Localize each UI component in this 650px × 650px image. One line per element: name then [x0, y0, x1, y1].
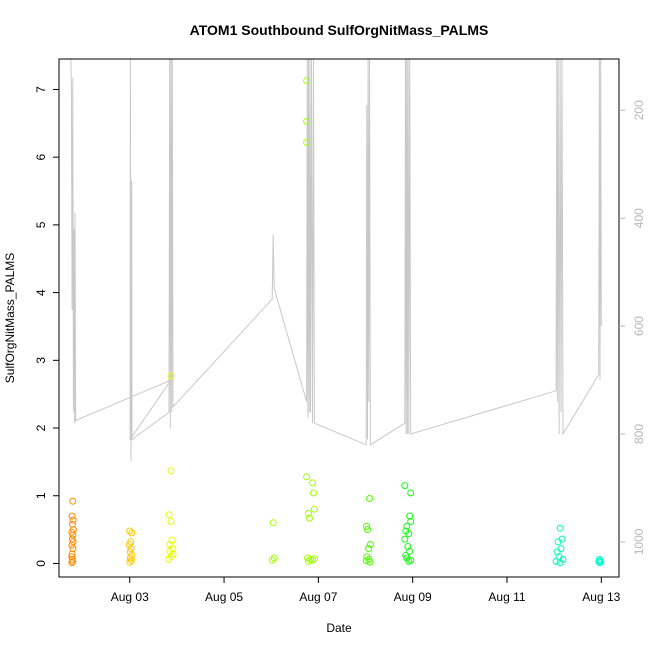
x-axis-label: Date: [326, 621, 352, 635]
data-point: [407, 556, 415, 564]
data-point: [303, 77, 311, 85]
data-point: [403, 522, 411, 530]
data-point: [363, 522, 370, 530]
data-point: [366, 558, 374, 566]
data-point: [404, 543, 412, 550]
data-point: [126, 558, 134, 566]
chart-title: ATOM1 Southbound SulfOrgNitMass_PALMS: [190, 22, 489, 38]
data-point: [166, 541, 174, 548]
y-right-tick-label: 800: [632, 424, 646, 444]
data-point: [401, 535, 409, 543]
data-point: [128, 529, 136, 537]
data-point: [68, 512, 76, 520]
data-point: [165, 511, 173, 519]
data-point: [69, 497, 77, 505]
data-point: [405, 530, 413, 538]
data-point: [556, 524, 564, 532]
x-axis: Aug 03 Aug 05 Aug 07 Aug 09 Aug 11 Aug 13: [111, 577, 621, 604]
data-point: [596, 559, 604, 567]
data-point: [305, 509, 312, 517]
data-point: [127, 556, 135, 564]
data-point: [597, 558, 605, 566]
scatter-points-layer: [68, 77, 605, 567]
data-point: [126, 527, 134, 535]
data-point: [303, 138, 311, 146]
data-point: [305, 557, 312, 565]
data-point: [309, 479, 316, 487]
right-axis-line-layer: [70, 58, 602, 462]
data-point: [167, 372, 175, 380]
y-tick-label: 1: [34, 492, 48, 499]
y-tick-label: 7: [34, 86, 48, 93]
y-axis-right: 200 400 600 800 1000: [619, 100, 646, 555]
y-right-tick-label: 400: [632, 208, 646, 228]
data-point: [407, 489, 415, 497]
x-tick-label: Aug 11: [488, 590, 525, 604]
data-point: [303, 473, 311, 481]
data-point: [407, 518, 415, 525]
y-tick-label: 5: [34, 221, 48, 228]
data-point: [406, 547, 414, 555]
x-tick-label: Aug 07: [299, 590, 337, 604]
data-point: [69, 531, 77, 539]
y-right-tick-label: 200: [632, 100, 646, 120]
data-point: [310, 505, 318, 513]
data-point: [364, 526, 371, 534]
data-point: [270, 554, 278, 562]
x-tick-label: Aug 09: [394, 590, 432, 604]
data-point: [69, 545, 77, 553]
data-point: [552, 557, 560, 565]
data-point: [69, 538, 77, 546]
y-right-tick-label: 600: [632, 316, 646, 336]
data-point: [554, 538, 562, 546]
y-tick-label: 4: [34, 289, 48, 296]
data-point: [405, 557, 413, 565]
x-tick-label: Aug 05: [205, 590, 243, 604]
data-point: [310, 489, 317, 497]
data-point: [556, 559, 564, 567]
plot-frame: [58, 58, 620, 578]
y-right-tick-label: 1000: [632, 528, 646, 555]
data-point: [365, 545, 372, 553]
data-point: [268, 556, 276, 564]
y-tick-label: 3: [34, 357, 48, 364]
y-tick-label: 0: [34, 560, 48, 567]
data-point: [306, 514, 313, 522]
data-point: [69, 516, 77, 524]
data-point: [68, 550, 76, 558]
data-point: [168, 536, 176, 544]
data-point: [127, 545, 135, 553]
data-point: [165, 555, 173, 563]
data-point: [366, 495, 373, 502]
y-tick-label: 6: [34, 154, 48, 161]
y-axis: 0 1 2 3 4 5 6 7: [34, 86, 59, 567]
data-point: [303, 117, 311, 125]
data-point: [269, 519, 277, 527]
data-point: [68, 559, 76, 567]
data-point: [167, 467, 175, 475]
data-point: [69, 557, 77, 565]
right-axis-series-line: [70, 58, 602, 462]
data-point: [366, 541, 374, 548]
x-tick-label: Aug 13: [582, 590, 620, 604]
data-point: [401, 482, 409, 490]
data-point: [125, 541, 133, 548]
data-point: [68, 541, 76, 549]
x-tick-label: Aug 03: [111, 590, 149, 604]
data-point: [309, 556, 316, 564]
data-point: [310, 555, 318, 563]
y-axis-label: SulfOrgNitMass_PALMS: [3, 253, 17, 383]
data-point: [403, 554, 411, 562]
data-point: [167, 518, 175, 525]
y-tick-label: 2: [34, 424, 48, 431]
data-point: [362, 557, 370, 565]
